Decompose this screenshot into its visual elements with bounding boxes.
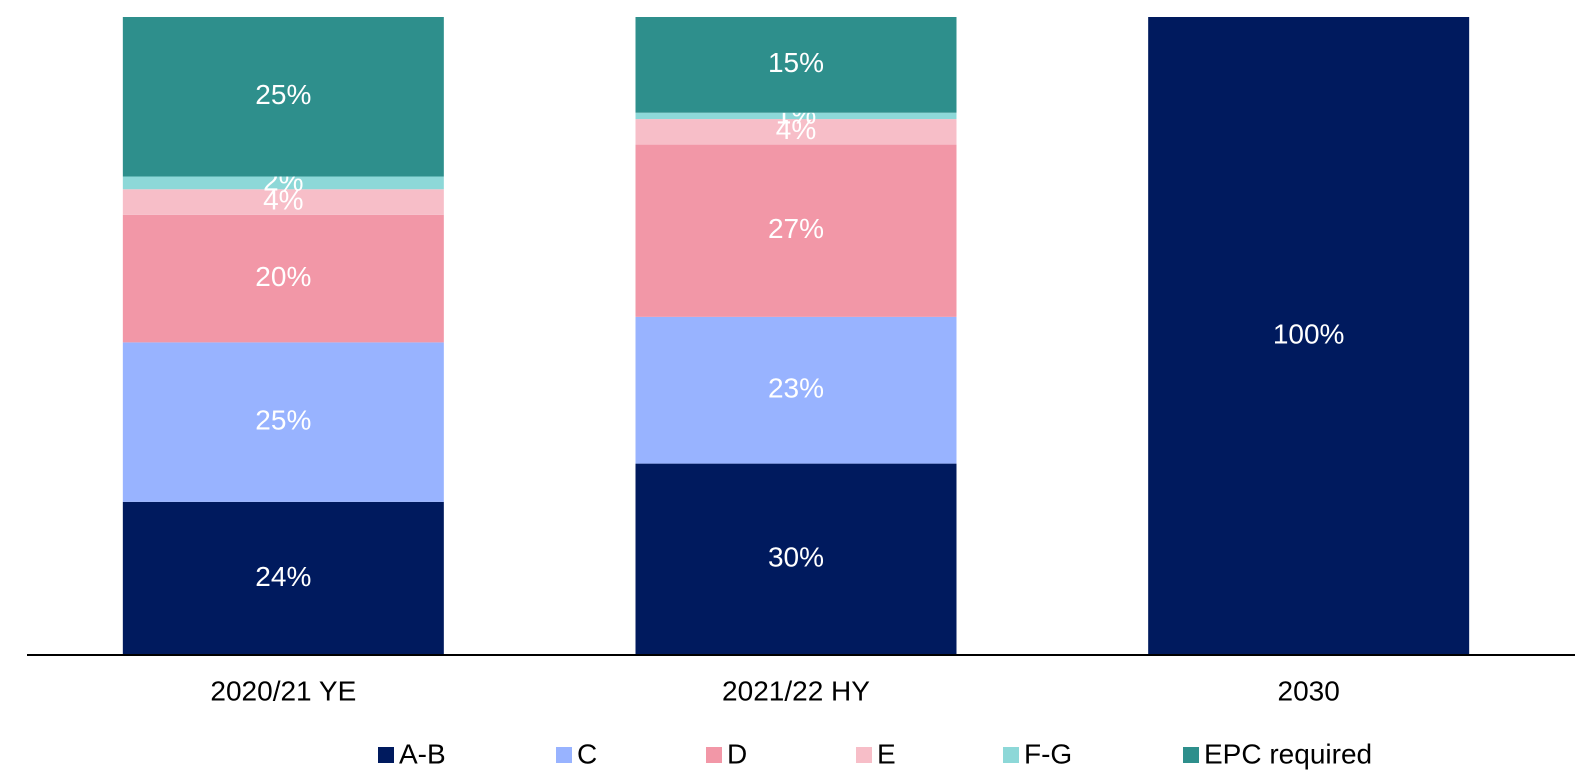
bar-segment <box>635 119 957 145</box>
legend-swatch <box>706 747 722 763</box>
data-label: 4% <box>263 184 303 215</box>
data-label: 4% <box>776 114 816 145</box>
data-label: 20% <box>255 261 311 292</box>
bar-segment <box>635 144 957 317</box>
data-label: 100% <box>1273 318 1345 349</box>
bar-segment <box>122 342 444 502</box>
legend-label: F-G <box>1024 738 1072 769</box>
data-label: 15% <box>768 47 824 78</box>
legend-label: E <box>877 738 896 769</box>
legend-swatch <box>1003 747 1019 763</box>
bar-segment <box>122 501 444 655</box>
legend-label: D <box>727 738 747 769</box>
legend-label: EPC required <box>1204 738 1372 769</box>
x-tick-label: 2021/22 HY <box>722 675 870 706</box>
data-label: 25% <box>255 79 311 110</box>
data-label: 27% <box>768 213 824 244</box>
legend-label: A-B <box>399 738 446 769</box>
data-label: 25% <box>255 405 311 436</box>
data-label: 23% <box>768 373 824 404</box>
legend-swatch <box>378 747 394 763</box>
data-label: 30% <box>768 542 824 573</box>
bar-segment <box>122 176 444 190</box>
bar-segment <box>635 112 957 120</box>
legend-swatch <box>556 747 572 763</box>
data-label: 24% <box>255 561 311 592</box>
legend-swatch <box>856 747 872 763</box>
bar-segment <box>635 463 957 655</box>
x-tick-label: 2030 <box>1278 675 1340 706</box>
bar-segment <box>122 17 444 177</box>
legend-label: C <box>577 738 597 769</box>
bar-segment <box>1148 17 1470 655</box>
bar-segment <box>122 189 444 215</box>
bar-segment <box>635 17 957 113</box>
legend-swatch <box>1183 747 1199 763</box>
x-tick-label: 2020/21 YE <box>210 675 356 706</box>
bar-segment <box>635 316 957 464</box>
bar-segment <box>122 214 444 343</box>
